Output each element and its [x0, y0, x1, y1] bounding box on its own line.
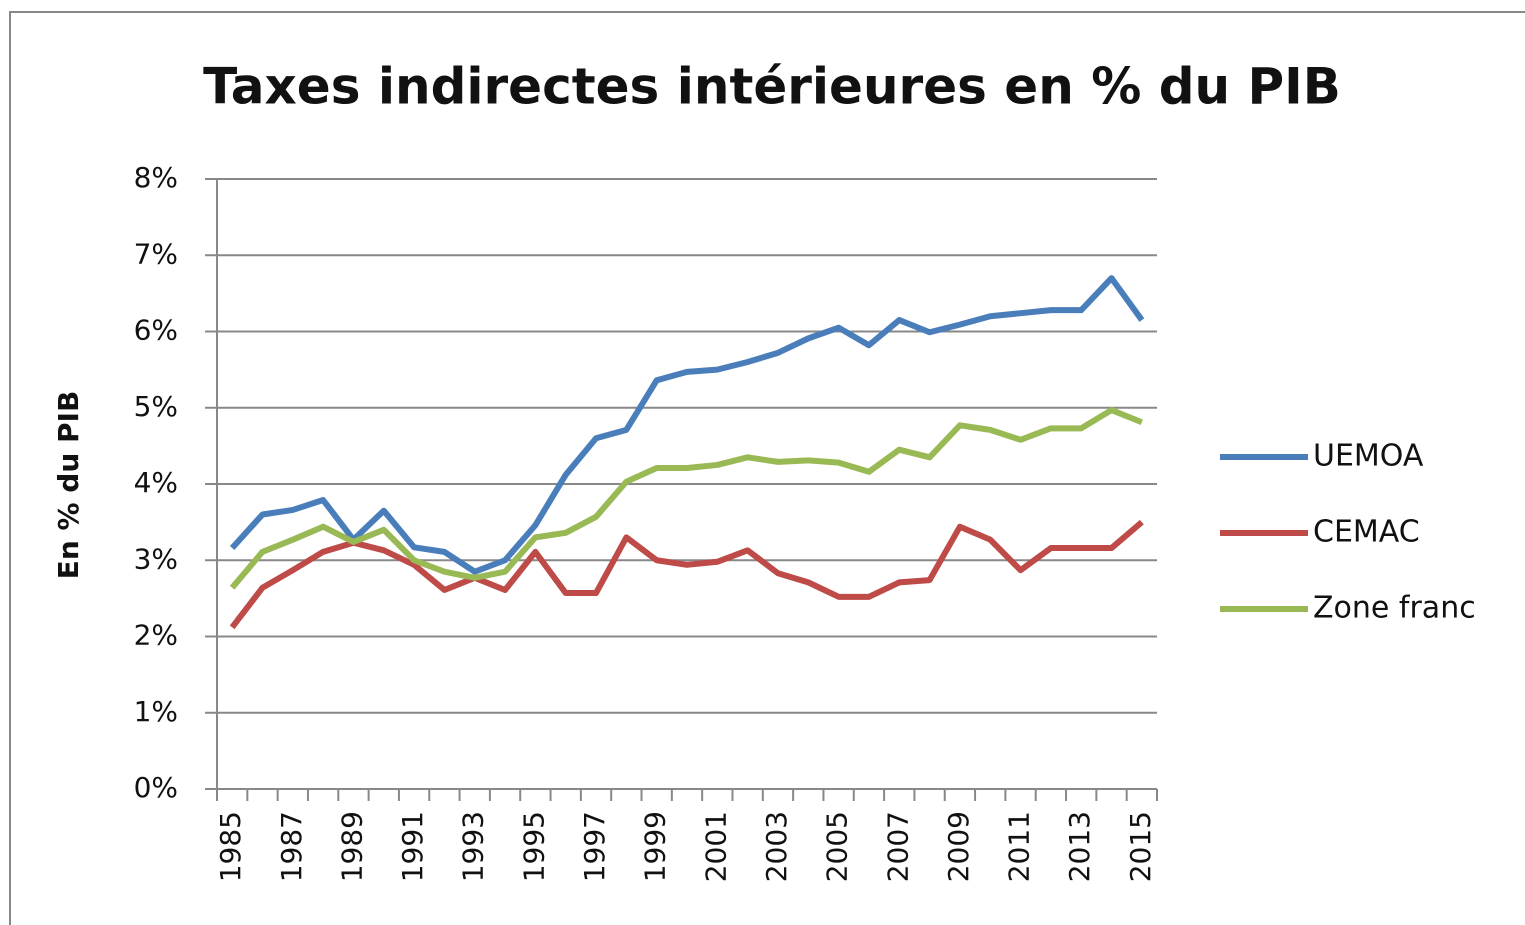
y-tick-label: 6% — [134, 314, 178, 347]
x-tick-label: 1993 — [457, 811, 490, 882]
x-tick-label: 1989 — [335, 811, 368, 882]
y-tick-label: 7% — [134, 237, 178, 270]
x-tick-label: 2007 — [881, 811, 914, 882]
y-tick-label: 8% — [134, 161, 178, 194]
y-tick-label: 3% — [134, 542, 178, 575]
line-series — [229, 275, 1145, 575]
y-axis-label: En % du PIB — [52, 391, 85, 580]
x-tick-label: 1987 — [275, 811, 308, 882]
y-tick-label: 2% — [134, 619, 178, 652]
x-tick-label: 1985 — [214, 811, 247, 882]
x-tick-label: 2003 — [760, 811, 793, 882]
line-series — [229, 407, 1143, 590]
y-tick-label: 0% — [134, 771, 178, 804]
legend-label: Zone franc — [1313, 591, 1476, 626]
x-tick-label: 2015 — [1124, 811, 1157, 882]
line-series — [229, 519, 1144, 630]
x-tick-label: 2013 — [1063, 811, 1096, 882]
x-tick-label: 2011 — [1003, 811, 1036, 882]
legend-label: CEMAC — [1313, 515, 1420, 550]
x-tick-label: 1997 — [578, 811, 611, 882]
x-tick-label: 2001 — [699, 811, 732, 882]
x-tick-label: 1991 — [396, 811, 429, 882]
y-tick-label: 4% — [134, 466, 178, 499]
chart-border — [9, 11, 1525, 925]
legend-label: UEMOA — [1313, 439, 1424, 474]
chart-title: Taxes indirectes intérieures en % du PIB — [203, 58, 1341, 116]
x-tick-label: 1995 — [517, 811, 550, 882]
x-tick-label: 2005 — [821, 811, 854, 882]
x-tick-label: 2009 — [942, 811, 975, 882]
x-tick-label: 1999 — [639, 811, 672, 882]
y-tick-label: 5% — [134, 390, 178, 423]
y-tick-label: 1% — [134, 695, 178, 728]
